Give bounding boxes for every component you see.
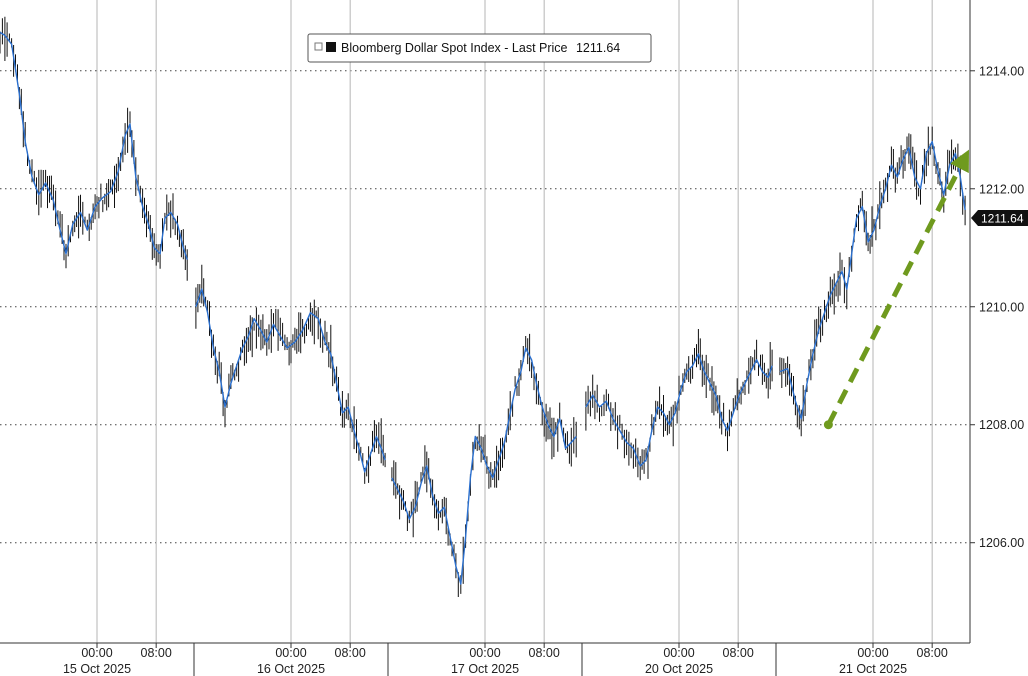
x-tick-label: 00:00 xyxy=(275,646,306,660)
x-tick-label: 00:00 xyxy=(663,646,694,660)
legend-toggle-icon[interactable] xyxy=(314,42,323,51)
y-tick-label: 1212.00 xyxy=(979,182,1024,196)
last-price-tag: 1211.64 xyxy=(971,210,1028,226)
y-tick-label: 1206.00 xyxy=(979,536,1024,550)
last-price-tag-shape xyxy=(971,210,1028,226)
x-tick-label: 00:00 xyxy=(469,646,500,660)
series-line xyxy=(195,288,386,473)
series-group xyxy=(0,16,966,597)
x-tick-label: 00:00 xyxy=(857,646,888,660)
x-tick-label: 08:00 xyxy=(917,646,948,660)
y-tick-label: 1214.00 xyxy=(979,64,1024,78)
legend-box xyxy=(307,33,652,63)
y-tick-label: 1210.00 xyxy=(979,300,1024,314)
axis-labels: 1206.00 1208.00 1210.00 1212.00 1214.00 00:00… xyxy=(63,64,1024,676)
grid xyxy=(0,0,970,643)
x-tick-label: 08:00 xyxy=(529,646,560,660)
series-wicks xyxy=(585,329,773,481)
x-tick-label: 00:00 xyxy=(81,646,112,660)
legend: Bloomberg Dollar Spot Index - Last Price… xyxy=(307,33,652,63)
x-date-label: 20 Oct 2025 xyxy=(645,662,713,676)
trend-arrow-start-dot xyxy=(823,420,833,430)
legend-series-swatch xyxy=(326,42,336,52)
x-date-label: 17 Oct 2025 xyxy=(451,662,519,676)
series-line xyxy=(779,140,966,420)
x-date-label: 21 Oct 2025 xyxy=(839,662,907,676)
trend-arrow xyxy=(826,149,970,426)
series-line xyxy=(0,31,188,260)
last-price-tag-label: 1211.64 xyxy=(981,212,1024,226)
annotation-group xyxy=(823,149,970,430)
series-line xyxy=(585,353,773,467)
x-tick-label: 08:00 xyxy=(723,646,754,660)
x-tick-label: 08:00 xyxy=(335,646,366,660)
y-tick-label: 1208.00 xyxy=(979,418,1024,432)
legend-last-price: 1211.64 xyxy=(576,41,620,55)
series-line xyxy=(391,347,577,585)
x-date-label: 16 Oct 2025 xyxy=(257,662,325,676)
legend-label: Bloomberg Dollar Spot Index - Last Price… xyxy=(341,41,620,55)
x-date-label: 15 Oct 2025 xyxy=(63,662,131,676)
legend-series-name: Bloomberg Dollar Spot Index - Last Price xyxy=(341,41,568,55)
x-tick-label: 08:00 xyxy=(141,646,172,660)
